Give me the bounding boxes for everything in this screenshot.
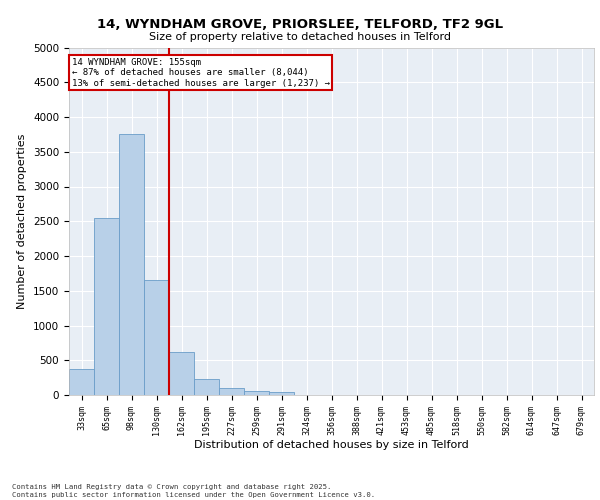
Y-axis label: Number of detached properties: Number of detached properties [17,134,28,309]
Text: Size of property relative to detached houses in Telford: Size of property relative to detached ho… [149,32,451,42]
X-axis label: Distribution of detached houses by size in Telford: Distribution of detached houses by size … [194,440,469,450]
Bar [269,392,294,395]
Bar [119,134,144,395]
Bar [169,352,194,395]
Bar [94,218,119,395]
Text: 14, WYNDHAM GROVE, PRIORSLEE, TELFORD, TF2 9GL: 14, WYNDHAM GROVE, PRIORSLEE, TELFORD, T… [97,18,503,30]
Bar [194,379,219,395]
Bar [69,368,94,395]
Text: 14 WYNDHAM GROVE: 155sqm
← 87% of detached houses are smaller (8,044)
13% of sem: 14 WYNDHAM GROVE: 155sqm ← 87% of detach… [71,58,329,88]
Bar [144,280,169,395]
Text: Contains HM Land Registry data © Crown copyright and database right 2025.
Contai: Contains HM Land Registry data © Crown c… [12,484,375,498]
Bar [244,391,269,395]
Bar [219,388,244,395]
